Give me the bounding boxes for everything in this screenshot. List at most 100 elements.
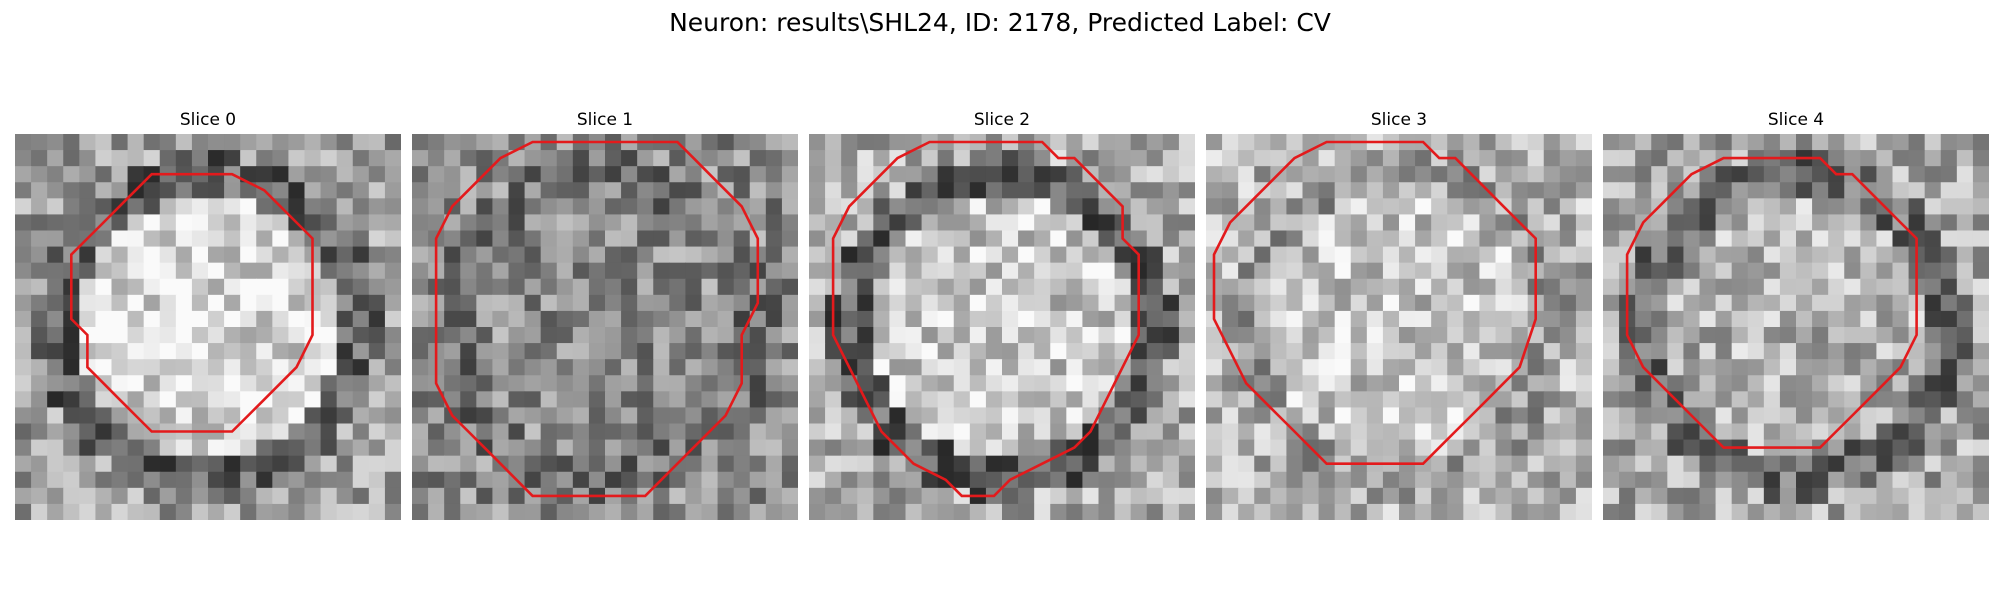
pixel-cell xyxy=(1350,391,1368,409)
pixel-cell xyxy=(1779,134,1797,151)
pixel-cell xyxy=(1876,182,1894,199)
pixel-cell xyxy=(1286,455,1304,473)
pixel-cell xyxy=(1575,246,1592,264)
pixel-cell xyxy=(1860,294,1878,312)
pixel-cell xyxy=(1812,503,1829,520)
pixel-cell xyxy=(240,359,257,376)
pixel-cell xyxy=(1511,294,1529,312)
pixel-cell xyxy=(224,375,241,392)
pixel-cell xyxy=(191,182,209,199)
pixel-cell xyxy=(717,423,735,441)
pixel-cell xyxy=(701,375,719,392)
pixel-cell xyxy=(1018,294,1035,312)
pixel-cell xyxy=(953,198,971,216)
pixel-cell xyxy=(191,294,209,312)
pixel-cell xyxy=(428,166,445,183)
pixel-cell xyxy=(31,262,48,280)
pixel-cell xyxy=(765,150,783,167)
pixel-cell xyxy=(1479,471,1497,489)
pixel-cell xyxy=(159,262,177,280)
pixel-cell xyxy=(1447,166,1464,183)
pixel-cell xyxy=(143,294,161,312)
pixel-cell xyxy=(1399,310,1416,328)
pixel-cell xyxy=(1559,375,1577,392)
pixel-cell xyxy=(1002,455,1019,473)
pixel-cell xyxy=(336,471,354,489)
pixel-cell xyxy=(476,150,494,167)
pixel-cell xyxy=(1066,375,1084,392)
pixel-cell xyxy=(889,423,907,441)
pixel-cell xyxy=(1415,503,1432,520)
pixel-cell xyxy=(1334,230,1352,248)
pixel-cell xyxy=(476,471,494,489)
pixel-cell xyxy=(1779,391,1797,409)
pixel-cell xyxy=(653,182,670,199)
pixel-cell xyxy=(63,327,80,344)
pixel-cell xyxy=(175,262,193,280)
pixel-cell xyxy=(1098,471,1116,489)
pixel-cell xyxy=(825,455,842,473)
pixel-cell xyxy=(1779,487,1797,505)
pixel-cell xyxy=(1162,471,1180,489)
pixel-cell xyxy=(1431,246,1448,264)
pixel-cell xyxy=(1763,182,1781,199)
pixel-cell xyxy=(1715,166,1733,183)
pixel-cell xyxy=(1254,375,1271,392)
slice-image xyxy=(1603,134,1989,520)
pixel-cell xyxy=(47,327,64,344)
pixel-cell xyxy=(1635,471,1652,489)
pixel-cell xyxy=(1844,359,1861,376)
pixel-cell xyxy=(1302,487,1320,505)
pixel-cell xyxy=(1431,294,1448,312)
pixel-cell xyxy=(1495,310,1513,328)
pixel-cell xyxy=(384,375,401,392)
pixel-cell xyxy=(825,343,842,360)
pixel-cell xyxy=(1651,246,1668,264)
pixel-cell xyxy=(208,359,225,376)
pixel-cell xyxy=(873,503,891,520)
pixel-cell xyxy=(1667,262,1685,280)
pixel-cell xyxy=(685,230,703,248)
pixel-cell xyxy=(809,327,826,344)
pixel-cell xyxy=(1511,262,1529,280)
pixel-cell xyxy=(460,214,477,232)
pixel-cell xyxy=(637,423,654,441)
pixel-cell xyxy=(1575,503,1592,520)
pixel-cell xyxy=(1511,407,1529,425)
pixel-cell xyxy=(937,294,955,312)
pixel-cell xyxy=(1366,375,1384,392)
pixel-cell xyxy=(1222,150,1239,167)
pixel-cell xyxy=(701,455,719,473)
pixel-cell xyxy=(352,439,370,457)
pixel-cell xyxy=(1603,375,1620,392)
pixel-cell xyxy=(1415,214,1432,232)
pixel-cell xyxy=(79,375,97,392)
pixel-cell xyxy=(1382,182,1400,199)
pixel-cell xyxy=(272,423,290,441)
pixel-cell xyxy=(809,262,826,280)
pixel-cell xyxy=(1222,310,1239,328)
slice-title: Slice 3 xyxy=(1370,110,1428,130)
pixel-cell xyxy=(1747,423,1765,441)
pixel-cell xyxy=(1495,182,1513,199)
pixel-cell xyxy=(1763,391,1781,409)
pixel-cell xyxy=(1796,182,1813,199)
pixel-cell xyxy=(1178,150,1195,167)
pixel-cell xyxy=(1382,246,1400,264)
pixel-cell xyxy=(1238,294,1255,312)
pixel-cell xyxy=(1382,310,1400,328)
pixel-cell xyxy=(1619,166,1636,183)
pixel-cell xyxy=(1018,375,1035,392)
pixel-cell xyxy=(208,230,225,248)
pixel-cell xyxy=(444,391,461,409)
pixel-cell xyxy=(1940,439,1958,457)
pixel-cell xyxy=(781,198,798,216)
pixel-cell xyxy=(572,182,590,199)
pixel-cell xyxy=(1575,439,1592,457)
pixel-cell xyxy=(1527,198,1545,216)
pixel-cell xyxy=(1908,150,1926,167)
pixel-cell xyxy=(111,214,129,232)
pixel-cell xyxy=(143,230,161,248)
pixel-cell xyxy=(224,359,241,376)
pixel-cell xyxy=(1066,134,1084,151)
